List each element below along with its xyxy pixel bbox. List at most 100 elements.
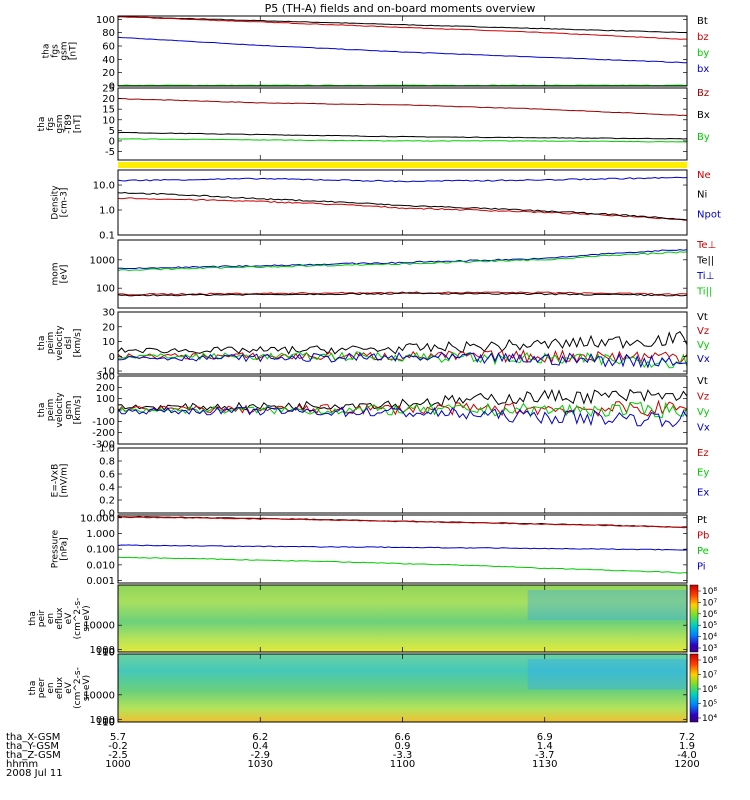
- orbit-labels: tha_X-GSM 5.7 6.2 6.6 6.9 7.2 tha_Y-GSM -0.2 0.4…: [6, 732, 700, 770]
- y-tick-label: 0.1: [99, 231, 115, 242]
- orbit-value: -4.0: [677, 750, 697, 761]
- orbit-value: 6.6: [395, 732, 411, 743]
- y-axis-label: tha: [37, 403, 47, 418]
- y-tick-label: 1.000: [86, 529, 115, 540]
- y-axis-label: dsl: [64, 337, 74, 350]
- series-line-Vz: [117, 399, 688, 417]
- y-axis-label: tha: [37, 117, 47, 132]
- legend-label-2: Ex: [697, 487, 709, 498]
- y-tick-label: 0.001: [86, 576, 115, 587]
- legend-label-2: Npot: [697, 209, 721, 220]
- y-axis-label: fgs: [46, 117, 56, 131]
- legend-label-3: Vx: [697, 423, 710, 434]
- y-tick-label: 10: [102, 717, 115, 728]
- y-tick-label: 10: [102, 337, 115, 348]
- series-line-Ni: [117, 191, 688, 221]
- y-tick-label: 5: [109, 126, 115, 137]
- series-line-Te⊥: [117, 291, 688, 296]
- spectrogram-high-energy-region: [527, 590, 687, 621]
- y-axis-label: eV: [64, 681, 74, 694]
- legend-label-3: Vx: [697, 354, 710, 365]
- y-axis-label: (cm^2-s-: [73, 667, 83, 709]
- panel-frame: [117, 514, 688, 584]
- y-axis-label: [eV]: [60, 265, 70, 284]
- y-axis-label: sr-eV): [82, 605, 92, 631]
- y-tick-label: 25: [102, 84, 115, 95]
- spectrogram-fill: [118, 654, 687, 722]
- status-bar: [118, 162, 687, 168]
- orbit-value: -2.9: [250, 750, 270, 761]
- y-axis-label: en: [46, 682, 56, 693]
- y-axis-label: [mV/m]: [60, 464, 70, 498]
- series-line-bx: [117, 36, 687, 64]
- y-tick-label: 100: [96, 647, 115, 658]
- y-tick-label: 0.4: [99, 483, 115, 494]
- y-tick-label: 0.8: [99, 457, 115, 468]
- colorbar-tick-label: 10⁴: [702, 714, 717, 724]
- y-tick-label: 1.0: [99, 206, 115, 217]
- y-axis-label: eV: [64, 612, 74, 625]
- orbit-value: 1130: [532, 759, 557, 770]
- colorbar-tick-label: 10⁷: [702, 598, 717, 608]
- spectrogram-fill: [118, 585, 687, 652]
- orbit-row-label: tha_Z-GSM: [6, 750, 61, 761]
- y-tick-label: 200: [96, 383, 115, 394]
- colorbar-tick-label: 10⁶: [702, 610, 717, 620]
- y-axis-label: [km/s]: [73, 396, 83, 425]
- legend-label-0: Ne: [697, 170, 711, 181]
- y-axis-label: peer: [37, 677, 47, 698]
- y-axis-label: (cm^2-s-: [73, 598, 83, 640]
- legend-label-1: Vz: [697, 326, 709, 337]
- legend-label-1: Bx: [697, 110, 710, 121]
- panel-frame: [117, 311, 688, 375]
- colorbar-tick-label: 10⁷: [702, 671, 717, 681]
- series-line-Bx: [117, 131, 688, 140]
- orbit-value: 7.2: [679, 732, 695, 743]
- y-tick-label: 10000: [83, 621, 115, 632]
- series-line-Bz: [117, 97, 688, 117]
- orbit-value: 0.4: [252, 741, 268, 752]
- legend-label-2: By: [697, 132, 710, 143]
- y-tick-label: 60: [102, 42, 115, 53]
- y-tick-label: 0.010: [86, 560, 115, 571]
- y-tick-label: 20: [102, 322, 115, 333]
- y-tick-label: 10: [102, 115, 115, 126]
- y-tick-label: 20: [102, 68, 115, 79]
- legend-label-0: Bz: [697, 88, 709, 99]
- date-label: 2008 Jul 11: [6, 768, 63, 779]
- y-tick-label: 10.0: [93, 181, 115, 192]
- y-axis-label: [cm-3]: [60, 188, 70, 218]
- y-tick-label: 10: [102, 647, 115, 658]
- orbit-value: 1100: [390, 759, 415, 770]
- series-line-Ti||: [117, 251, 688, 272]
- legend-label-1: bz: [697, 32, 709, 43]
- series-line-Pb: [117, 516, 688, 529]
- legend-label-3: bx: [697, 64, 709, 75]
- y-tick-label: 0: [109, 136, 115, 147]
- series-line-Te||: [117, 292, 688, 297]
- series-line-Pi: [117, 544, 688, 551]
- orbit-row-label: hhmm: [6, 759, 38, 770]
- orbit-value: 1200: [674, 759, 699, 770]
- panel-background: [118, 448, 687, 513]
- y-tick-label: 30: [102, 308, 115, 319]
- legend-label-1: Te||: [696, 256, 714, 267]
- y-axis-label: tha: [37, 336, 47, 351]
- orbit-value: 6.9: [537, 732, 553, 743]
- y-axis-label: peir: [37, 609, 47, 627]
- legend-label-0: Vt: [697, 376, 708, 387]
- series-line-Bt: [117, 15, 687, 33]
- y-tick-label: 100: [96, 15, 115, 26]
- colorbar-tick-label: 10⁴: [702, 633, 717, 643]
- spectrogram-high-energy-region: [527, 659, 687, 690]
- y-axis-label: Pressure: [51, 529, 61, 568]
- y-axis-label: peim: [46, 332, 56, 355]
- legend-label-2: Ti⊥: [696, 271, 714, 282]
- orbit-value: -3.3: [393, 750, 413, 761]
- legend-label-0: Pt: [697, 515, 707, 526]
- y-axis-label: [nPa]: [60, 537, 70, 560]
- panel-background: [118, 170, 687, 235]
- orbit-value: 1000: [105, 759, 130, 770]
- y-axis-label: tha: [42, 44, 52, 59]
